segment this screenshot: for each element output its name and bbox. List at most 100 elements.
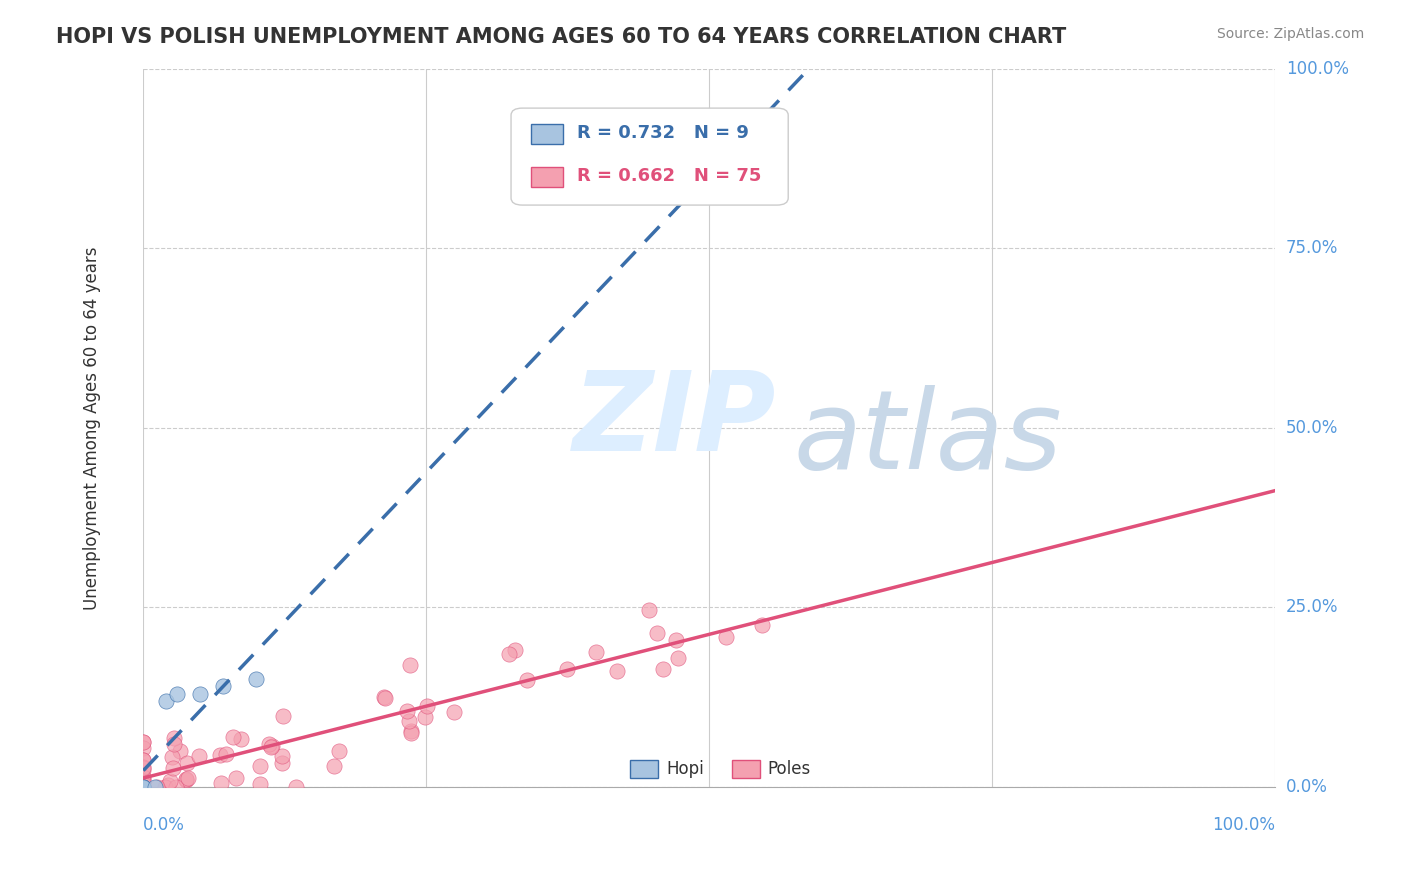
Point — [155, 694, 177, 708]
Point — [132, 777, 155, 791]
Point — [169, 744, 191, 758]
Point — [153, 780, 176, 794]
Text: 0.0%: 0.0% — [143, 815, 186, 834]
Point — [132, 776, 155, 790]
Point — [132, 780, 155, 794]
Point — [132, 753, 155, 767]
Point — [188, 687, 211, 701]
Point — [322, 759, 344, 773]
Point — [211, 679, 233, 693]
Point — [516, 673, 538, 688]
Text: 100.0%: 100.0% — [1212, 815, 1275, 834]
Point — [249, 758, 271, 772]
Point — [208, 748, 231, 763]
Point — [132, 780, 155, 794]
Point — [165, 780, 187, 794]
Point — [143, 780, 166, 794]
Point — [328, 744, 350, 758]
Point — [132, 780, 155, 794]
Text: ZIP: ZIP — [574, 368, 776, 474]
FancyBboxPatch shape — [731, 760, 759, 779]
Point — [163, 737, 186, 751]
Point — [399, 726, 422, 740]
Point — [606, 664, 628, 678]
Point — [260, 739, 283, 754]
Text: R = 0.662   N = 75: R = 0.662 N = 75 — [576, 168, 761, 186]
Point — [716, 630, 738, 644]
Point — [176, 771, 198, 785]
Point — [132, 780, 155, 794]
Point — [174, 772, 197, 787]
Point — [270, 748, 292, 763]
Point — [665, 632, 688, 647]
Point — [585, 644, 607, 658]
Point — [166, 687, 188, 701]
Point — [215, 747, 238, 761]
Point — [555, 662, 578, 676]
Point — [163, 731, 186, 746]
Text: R = 0.732   N = 9: R = 0.732 N = 9 — [576, 124, 748, 142]
Point — [273, 709, 295, 723]
Point — [132, 780, 155, 794]
Point — [399, 724, 422, 739]
Point — [229, 731, 252, 746]
Point — [132, 777, 155, 791]
Point — [413, 709, 436, 723]
Point — [132, 741, 155, 756]
Point — [132, 780, 155, 794]
Point — [132, 780, 155, 794]
Point — [132, 773, 155, 788]
Point — [132, 764, 155, 778]
Point — [132, 735, 155, 749]
Point — [132, 770, 155, 784]
Point — [132, 780, 155, 794]
Text: 0.0%: 0.0% — [1286, 778, 1327, 796]
Point — [132, 780, 155, 794]
Point — [398, 714, 420, 729]
Point — [751, 617, 773, 632]
Point — [176, 756, 198, 771]
FancyBboxPatch shape — [510, 108, 789, 205]
Point — [146, 780, 169, 794]
Text: 100.0%: 100.0% — [1286, 60, 1348, 78]
Point — [159, 773, 181, 788]
Text: Poles: Poles — [768, 760, 811, 778]
Text: 50.0%: 50.0% — [1286, 418, 1339, 437]
Point — [249, 777, 271, 791]
Point — [257, 738, 280, 752]
FancyBboxPatch shape — [531, 167, 562, 187]
Point — [285, 780, 308, 794]
Point — [443, 706, 465, 720]
Point — [132, 734, 155, 748]
Point — [270, 756, 292, 770]
Point — [209, 776, 232, 790]
Text: 25.0%: 25.0% — [1286, 599, 1339, 616]
Point — [503, 642, 526, 657]
Text: Unemployment Among Ages 60 to 64 years: Unemployment Among Ages 60 to 64 years — [83, 246, 101, 609]
Point — [666, 651, 689, 665]
Point — [415, 698, 437, 713]
Point — [651, 662, 673, 676]
Point — [645, 626, 668, 640]
Point — [374, 690, 396, 705]
Point — [373, 690, 395, 704]
Point — [398, 657, 420, 672]
Text: HOPI VS POLISH UNEMPLOYMENT AMONG AGES 60 TO 64 YEARS CORRELATION CHART: HOPI VS POLISH UNEMPLOYMENT AMONG AGES 6… — [56, 27, 1067, 46]
Point — [395, 704, 418, 718]
Point — [132, 753, 155, 767]
Point — [132, 772, 155, 786]
Text: atlas: atlas — [794, 385, 1063, 492]
Point — [225, 771, 247, 785]
Point — [174, 772, 197, 786]
Point — [162, 749, 184, 764]
Text: Source: ZipAtlas.com: Source: ZipAtlas.com — [1216, 27, 1364, 41]
FancyBboxPatch shape — [531, 124, 562, 144]
FancyBboxPatch shape — [630, 760, 658, 779]
Point — [156, 778, 179, 792]
Point — [245, 672, 267, 686]
Point — [222, 730, 245, 744]
Point — [132, 761, 155, 775]
Point — [260, 739, 283, 754]
Point — [498, 647, 520, 661]
Point — [637, 603, 659, 617]
